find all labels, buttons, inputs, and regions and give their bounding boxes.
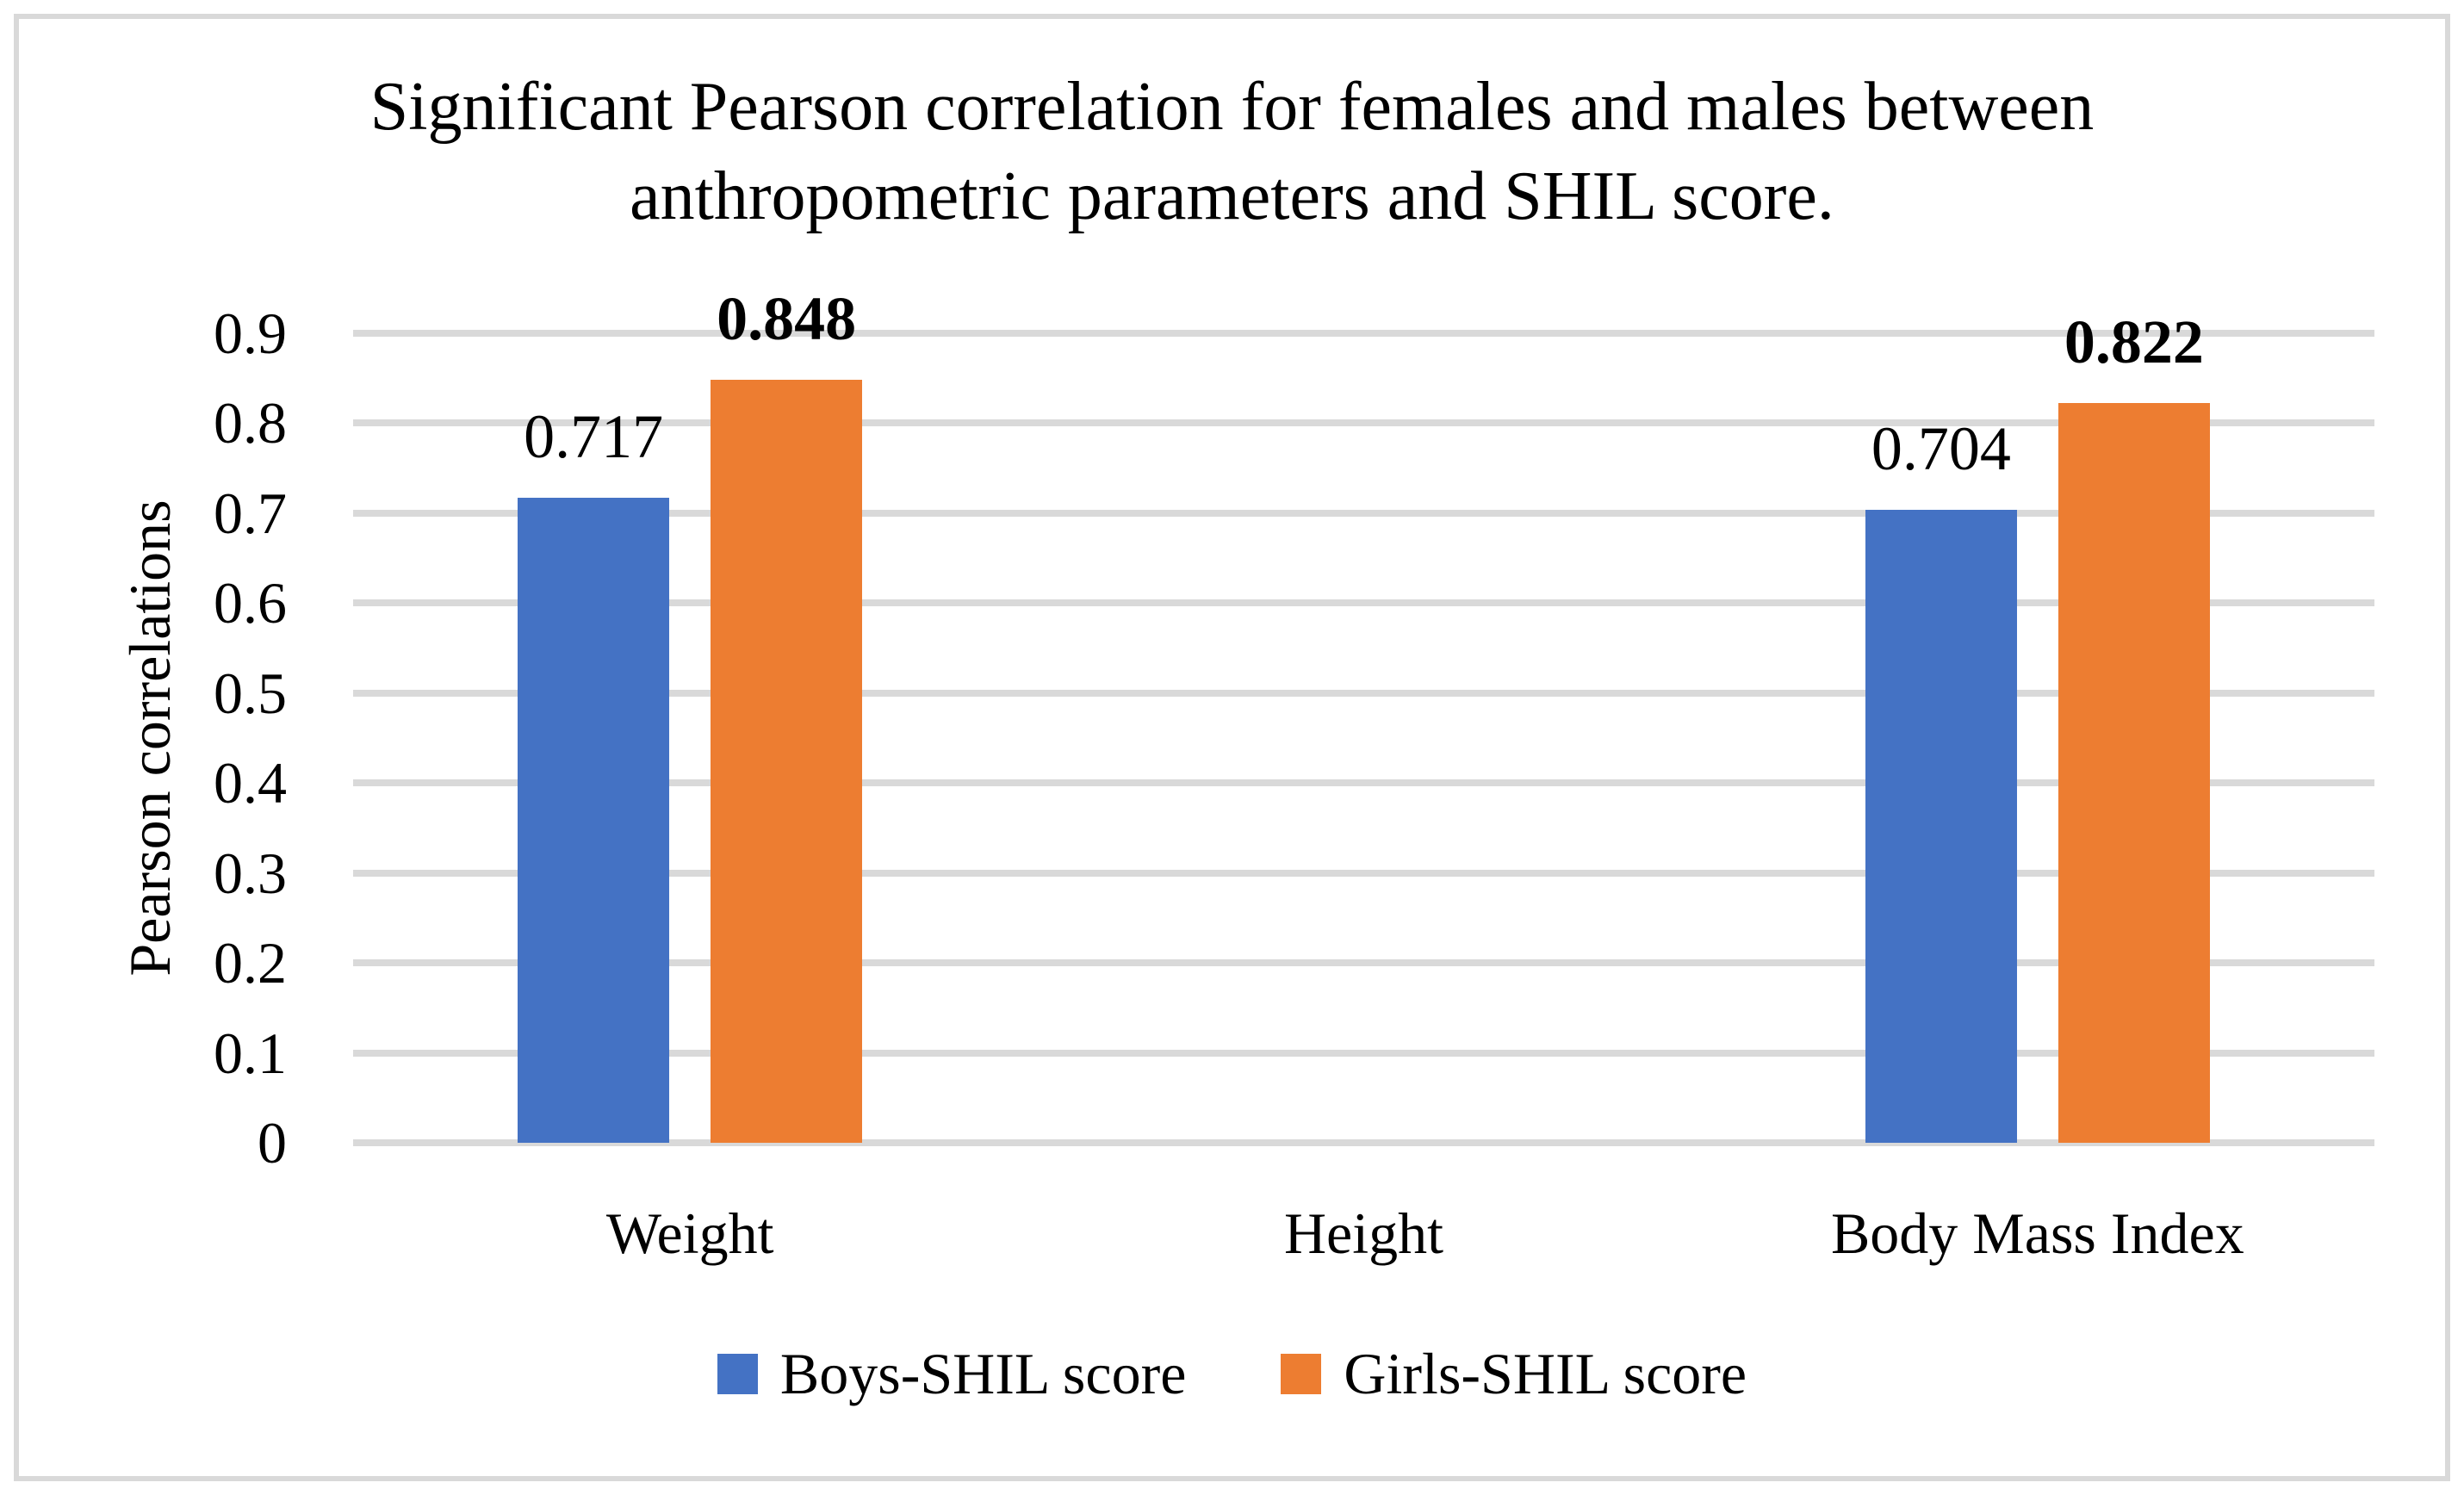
gridline-0.8	[353, 419, 2374, 427]
y-tick-label-0.1: 0.1	[214, 1020, 287, 1086]
gridline-0.3	[353, 869, 2374, 877]
legend-swatch-icon	[717, 1353, 758, 1394]
bar-girls-shil-score-weight	[711, 380, 863, 1143]
data-label-boys-shil-score-body-mass-index: 0.704	[1871, 413, 2011, 483]
gridline-0.6	[353, 599, 2374, 607]
x-category-label-body-mass-index: Body Mass Index	[1830, 1200, 2244, 1266]
legend-item-girls-shil-score: Girls-SHIL score	[1281, 1342, 1747, 1406]
y-tick-label-0.8: 0.8	[214, 390, 287, 456]
y-tick-label-0.3: 0.3	[214, 840, 287, 906]
gridline-0.5	[353, 689, 2374, 697]
y-tick-label-0.4: 0.4	[214, 750, 287, 816]
y-axis-title: Pearson correlations	[117, 499, 183, 977]
x-category-label-height: Height	[1283, 1200, 1444, 1266]
chart-title: Significant Pearson correlation for fema…	[0, 62, 2464, 241]
x-category-label-weight: Weight	[605, 1200, 774, 1266]
y-tick-label-0.6: 0.6	[214, 570, 287, 636]
bar-girls-shil-score-body-mass-index	[2057, 403, 2210, 1143]
gridline-0.4	[353, 779, 2374, 787]
y-tick-label-0.5: 0.5	[214, 660, 287, 726]
data-label-girls-shil-score-body-mass-index: 0.822	[2064, 307, 2204, 377]
legend-item-boys-shil-score: Boys-SHIL score	[717, 1341, 1187, 1406]
legend: Boys-SHIL score Girls-SHIL score	[0, 1342, 2464, 1406]
legend-label: Boys-SHIL score	[779, 1341, 1187, 1406]
data-label-boys-shil-score-weight: 0.717	[524, 402, 664, 472]
legend-swatch-icon	[1281, 1353, 1322, 1394]
chart-title-line-2: anthropometric parameters and SHIL score…	[630, 158, 1834, 234]
bar-boys-shil-score-weight	[518, 498, 670, 1143]
gridline-0.2	[353, 959, 2374, 967]
y-tick-label-0.7: 0.7	[214, 480, 287, 546]
y-tick-label-0.9: 0.9	[214, 301, 287, 366]
bar-boys-shil-score-body-mass-index	[1865, 509, 2017, 1143]
chart-border	[14, 14, 2450, 1481]
legend-label: Girls-SHIL score	[1344, 1341, 1747, 1406]
y-tick-label-0.2: 0.2	[214, 930, 287, 996]
gridline-0	[353, 1139, 2374, 1146]
gridline-0.7	[353, 509, 2374, 517]
data-label-girls-shil-score-weight: 0.848	[717, 284, 857, 354]
x-axis-category-labels: Weight Height Body Mass Index	[353, 1199, 2374, 1269]
y-tick-label-0: 0	[258, 1110, 287, 1176]
gridline-0.9	[353, 330, 2374, 337]
chart-title-line-1: Significant Pearson correlation for fema…	[369, 69, 2095, 145]
gridline-0.1	[353, 1049, 2374, 1057]
plot-area: 0.717 0.848 0.704 0.822	[353, 288, 2374, 1146]
